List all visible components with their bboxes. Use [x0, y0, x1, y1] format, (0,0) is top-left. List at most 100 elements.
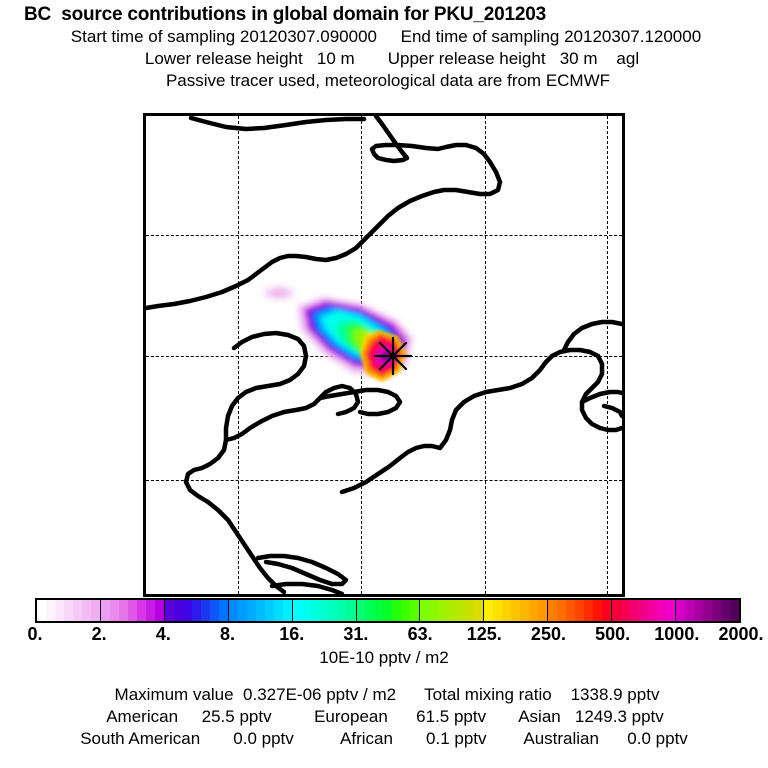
colorbar-step-2-2: [182, 600, 192, 621]
colorbar-step-3-1: [237, 600, 247, 621]
colorbar-step-6-1: [429, 600, 439, 621]
release-height-line: Lower release height 10 m Upper release …: [144, 49, 640, 68]
colorbar-step-0-3: [63, 600, 73, 621]
colorbar-step-2-1: [173, 600, 183, 621]
region-row-primary: American 25.5 pptv European 61.5 pptv As…: [106, 707, 664, 726]
colorbar-step-10-1: [685, 600, 695, 621]
colorbar-step-7-4: [520, 600, 530, 621]
colorbar-tick-7: 125.: [466, 624, 502, 644]
colorbar-step-0-0: [37, 600, 46, 621]
colorbar-step-8-4: [584, 600, 594, 621]
colorbar-step-6-3: [447, 600, 457, 621]
gridline-horizontal-2: [146, 480, 622, 481]
colorbar-step-1-5: [145, 600, 155, 621]
colorbar-step-3-6: [282, 600, 292, 621]
colorbar-step-3-0: [228, 600, 238, 621]
colorbar-step-5-3: [383, 600, 393, 621]
colorbar-step-10-4: [712, 600, 721, 621]
colorbar-step-0-6: [90, 600, 100, 621]
colorbar-step-3-3: [255, 600, 265, 621]
colorbar-step-8-1: [557, 600, 567, 621]
colorbar-step-4-0: [292, 600, 302, 621]
colorbar-band-9: [612, 600, 677, 621]
colorbar-step-1-4: [136, 600, 146, 621]
colorbar-step-2-3: [191, 600, 201, 621]
release-site-star: [373, 336, 413, 376]
colorbar-step-6-4: [456, 600, 466, 621]
colorbar-step-1-0: [100, 600, 110, 621]
colorbar-tick-8: 250.: [530, 624, 566, 644]
colorbar-step-5-6: [410, 600, 420, 621]
colorbar-step-5-4: [392, 600, 402, 621]
colorbar-step-10-3: [703, 600, 712, 621]
maximum-and-total-row: Maximum value 0.327E-06 pptv / m2 Total …: [114, 685, 660, 704]
colorbar-step-9-1: [621, 600, 631, 621]
colorbar-step-0-5: [81, 600, 91, 621]
coastline-layer: [146, 116, 622, 594]
colorbar-step-4-3: [319, 600, 329, 621]
colorbar-step-0-2: [54, 600, 64, 621]
colorbar-band-5: [356, 600, 421, 621]
colorbar-step-8-5: [593, 600, 603, 621]
colorbar-step-6-6: [474, 600, 484, 621]
colorbar-tick-10: 1000.: [654, 624, 700, 644]
colorbar-band-0: [37, 600, 101, 621]
colorbar-step-4-1: [301, 600, 311, 621]
colorbar-step-10-6: [729, 600, 739, 621]
colorbar-step-7-2: [502, 600, 512, 621]
colorbar-step-1-1: [109, 600, 119, 621]
colorbar-gradient: [35, 598, 741, 623]
colorbar-tick-6: 63.: [407, 624, 433, 644]
colorbar-step-4-5: [337, 600, 347, 621]
colorbar-step-10-0: [676, 600, 686, 621]
colorbar-step-9-6: [666, 600, 676, 621]
colorbar-step-9-4: [648, 600, 658, 621]
colorbar-step-9-3: [639, 600, 649, 621]
gridline-vertical-3: [607, 116, 608, 594]
faint-trace-blob: [264, 287, 294, 299]
colorbar-step-8-6: [602, 600, 612, 621]
colorbar-step-9-2: [630, 600, 640, 621]
colorbar-tick-3: 8.: [220, 624, 236, 644]
map-plot-area: [146, 116, 622, 594]
colorbar-step-0-4: [72, 600, 82, 621]
colorbar-step-7-3: [511, 600, 521, 621]
figure-header: BC source contributions in global domain…: [0, 0, 768, 92]
colorbar-step-7-0: [484, 600, 494, 621]
colorbar-step-4-4: [328, 600, 338, 621]
colorbar-step-2-5: [209, 600, 219, 621]
colorbar-tick-2: 4.: [155, 624, 171, 644]
colorbar-band-7: [484, 600, 549, 621]
colorbar-step-10-5: [720, 600, 730, 621]
colorbar-step-1-3: [127, 600, 137, 621]
colorbar-step-2-6: [218, 600, 228, 621]
colorbar-tick-1: 2.: [91, 624, 107, 644]
colorbar-step-5-0: [356, 600, 366, 621]
colorbar-band-6: [420, 600, 485, 621]
sampling-time-line: Start time of sampling 20120307.090000 E…: [70, 27, 702, 46]
colorbar-step-9-5: [657, 600, 667, 621]
colorbar-tick-5: 31.: [343, 624, 369, 644]
colorbar-step-5-5: [401, 600, 411, 621]
page-title: BC source contributions in global domain…: [24, 4, 546, 25]
concentration-plume-layer: [264, 287, 414, 382]
colorbar-step-8-0: [548, 600, 558, 621]
colorbar-step-3-2: [246, 600, 256, 621]
colorbar-band-1: [100, 600, 165, 621]
colorbar-step-5-1: [365, 600, 375, 621]
colorbar-step-8-3: [575, 600, 585, 621]
colorbar-step-6-5: [465, 600, 475, 621]
colorbar-step-9-0: [612, 600, 622, 621]
tracer-meteorology-line: Passive tracer used, meteorological data…: [165, 71, 611, 90]
colorbar-tick-11: 2000.: [718, 624, 764, 644]
colorbar-step-1-2: [118, 600, 128, 621]
colorbar-band-8: [548, 600, 613, 621]
region-row-secondary: South American 0.0 pptv African 0.1 pptv…: [80, 729, 688, 748]
colorbar-step-6-0: [420, 600, 430, 621]
colorbar-step-5-2: [374, 600, 384, 621]
colorbar-step-3-5: [273, 600, 283, 621]
gridline-vertical-2: [485, 116, 486, 594]
colorbar-band-2: [164, 600, 229, 621]
colorbar-tick-labels: 0. 2. 4. 8. 16. 31. 63. 125. 250. 500. 1000. 2000.: [0, 624, 768, 646]
colorbar-band-3: [228, 600, 293, 621]
